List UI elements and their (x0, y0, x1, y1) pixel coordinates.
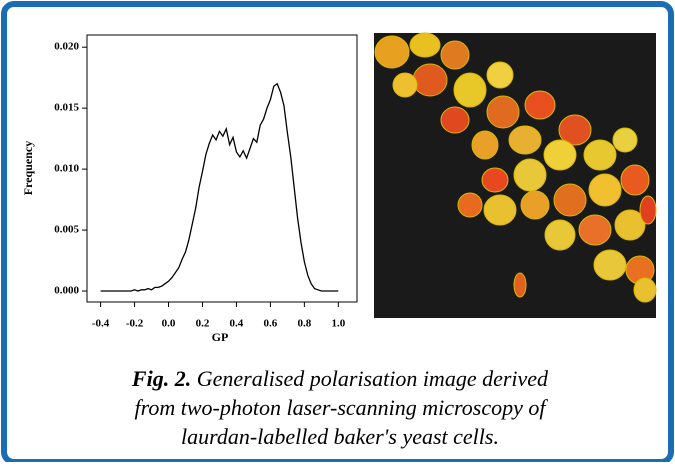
plot-frame (86, 34, 358, 303)
x-tick-label: -0.2 (126, 318, 144, 330)
x-tick-label: 0.4 (230, 318, 244, 330)
x-tick-label: 0.6 (264, 318, 278, 330)
y-tick-label: 0.010 (54, 163, 79, 175)
caption-text: Generalised polarisation image derived (197, 366, 549, 391)
caption-line: laurdan-labelled baker's yeast cells. (181, 424, 499, 449)
y-tick-label: 0.005 (54, 224, 79, 236)
caption-line: Fig. 2. Generalised polarisation image d… (131, 366, 549, 391)
y-axis-label: Frequency (21, 141, 35, 195)
x-tick-label: 1.0 (331, 318, 345, 330)
x-tick-label: 0.8 (297, 318, 311, 330)
caption-label: Fig. 2. (131, 366, 191, 391)
line (100, 82, 339, 292)
cells (374, 32, 657, 303)
x-tick-label: 0.0 (162, 318, 176, 330)
micrograph (374, 32, 657, 318)
x-tick-label: 0.2 (196, 318, 210, 330)
caption-line: from two-photon laser-scanning microscop… (134, 395, 548, 420)
y-tick-label: 0.015 (54, 102, 79, 114)
y-tick-label: 0.020 (54, 41, 79, 53)
x-axis-label: GP (212, 330, 229, 344)
y-tick-label: 0.000 (54, 285, 79, 297)
x-tick-label: -0.4 (92, 318, 110, 330)
